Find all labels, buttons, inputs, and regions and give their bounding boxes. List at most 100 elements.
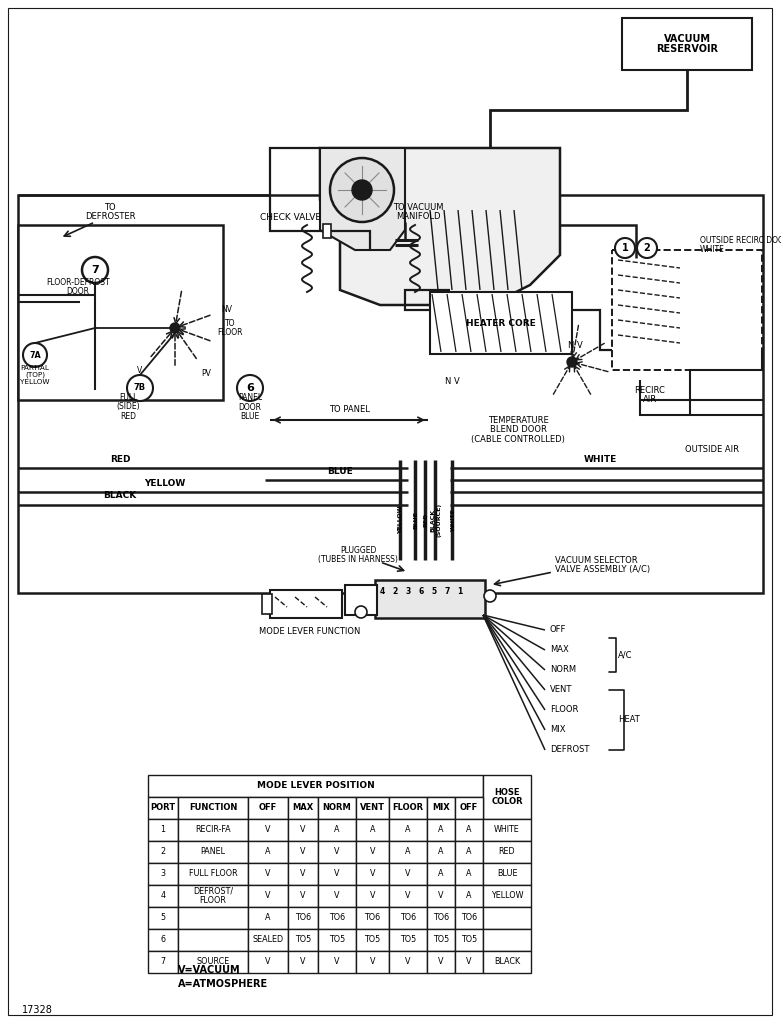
Text: A: A bbox=[466, 847, 472, 856]
Text: FLOOR-DEFROST
DOOR: FLOOR-DEFROST DOOR bbox=[46, 277, 110, 297]
Bar bbox=[18, 195, 763, 593]
Text: MIX: MIX bbox=[432, 803, 450, 812]
Bar bbox=[318, 951, 356, 973]
Text: VENT: VENT bbox=[550, 685, 572, 695]
Bar bbox=[389, 863, 427, 885]
Bar bbox=[389, 951, 427, 973]
Circle shape bbox=[237, 375, 263, 401]
Text: N V: N V bbox=[444, 377, 459, 387]
Text: TO5: TO5 bbox=[365, 935, 380, 944]
Text: YELLOW: YELLOW bbox=[398, 505, 404, 534]
Text: BLACK: BLACK bbox=[494, 958, 520, 967]
Bar bbox=[318, 929, 356, 951]
Text: RECIR-FA: RECIR-FA bbox=[195, 826, 231, 835]
Text: A: A bbox=[405, 826, 411, 835]
Text: 7: 7 bbox=[91, 265, 99, 275]
Bar bbox=[375, 580, 485, 618]
Text: NV: NV bbox=[221, 305, 232, 314]
Text: HOSE
COLOR: HOSE COLOR bbox=[491, 788, 522, 806]
Bar bbox=[356, 907, 389, 929]
Text: TO VACUUM
MANIFOLD: TO VACUUM MANIFOLD bbox=[393, 203, 444, 221]
Text: N V: N V bbox=[568, 341, 583, 350]
Text: 6: 6 bbox=[419, 587, 423, 596]
Text: A: A bbox=[438, 847, 444, 856]
Circle shape bbox=[484, 590, 496, 602]
Text: A/C: A/C bbox=[618, 651, 633, 660]
Text: 1: 1 bbox=[161, 826, 166, 835]
Text: WHITE: WHITE bbox=[451, 508, 455, 531]
Text: 3: 3 bbox=[161, 870, 166, 879]
Text: PLUGGED
(TUBES IN HARNESS): PLUGGED (TUBES IN HARNESS) bbox=[318, 545, 398, 565]
Text: BLACK: BLACK bbox=[103, 491, 137, 500]
Text: FULL
(SIDE)
RED: FULL (SIDE) RED bbox=[116, 393, 140, 421]
Bar bbox=[178, 819, 248, 841]
Text: PARTIAL
(TOP)
YELLOW: PARTIAL (TOP) YELLOW bbox=[20, 365, 50, 385]
Bar bbox=[148, 841, 178, 863]
Text: 3: 3 bbox=[405, 587, 411, 596]
Text: A: A bbox=[438, 870, 444, 879]
Text: PANEL
DOOR
BLUE: PANEL DOOR BLUE bbox=[238, 393, 262, 421]
Bar bbox=[427, 929, 455, 951]
Text: VACUUM
RESERVOIR: VACUUM RESERVOIR bbox=[656, 34, 718, 54]
Bar bbox=[248, 929, 288, 951]
Bar bbox=[248, 907, 288, 929]
Text: HEATER CORE: HEATER CORE bbox=[466, 318, 536, 327]
Bar bbox=[389, 885, 427, 907]
Text: OUTSIDE RECIRC DOOR
WHITE: OUTSIDE RECIRC DOOR WHITE bbox=[700, 235, 781, 255]
Text: A: A bbox=[466, 826, 472, 835]
Bar bbox=[248, 841, 288, 863]
Text: DEFROST: DEFROST bbox=[550, 746, 590, 755]
Bar bbox=[288, 929, 318, 951]
Bar bbox=[248, 885, 288, 907]
Text: A: A bbox=[334, 826, 340, 835]
Text: 5: 5 bbox=[160, 914, 166, 923]
Text: TO6: TO6 bbox=[461, 914, 477, 923]
Text: TO6: TO6 bbox=[400, 914, 416, 923]
Text: NORM: NORM bbox=[550, 666, 576, 674]
Text: NORM: NORM bbox=[323, 803, 351, 812]
Text: MODE LEVER FUNCTION: MODE LEVER FUNCTION bbox=[259, 627, 361, 636]
Bar bbox=[323, 224, 331, 238]
Text: 2: 2 bbox=[160, 847, 166, 856]
Text: 2: 2 bbox=[644, 243, 651, 253]
Bar bbox=[148, 775, 483, 797]
Bar bbox=[178, 885, 248, 907]
Text: V: V bbox=[266, 870, 271, 879]
Bar bbox=[318, 797, 356, 819]
Text: TO
DEFROSTER: TO DEFROSTER bbox=[85, 203, 135, 221]
Bar bbox=[318, 885, 356, 907]
Text: BLACK
(SOURCE): BLACK (SOURCE) bbox=[430, 503, 441, 537]
Text: FUNCTION: FUNCTION bbox=[189, 803, 237, 812]
Bar bbox=[483, 775, 531, 819]
Text: TO5: TO5 bbox=[433, 935, 449, 944]
Bar bbox=[389, 797, 427, 819]
Text: HEAT: HEAT bbox=[618, 715, 640, 724]
Bar bbox=[318, 907, 356, 929]
Text: 6: 6 bbox=[161, 935, 166, 944]
Text: V: V bbox=[369, 870, 375, 879]
Bar bbox=[483, 929, 531, 951]
Text: 4: 4 bbox=[380, 587, 384, 596]
Bar bbox=[270, 590, 342, 618]
Text: 6: 6 bbox=[246, 383, 254, 393]
Text: RED: RED bbox=[499, 847, 515, 856]
Bar bbox=[178, 841, 248, 863]
Bar bbox=[612, 250, 762, 370]
Text: TO6: TO6 bbox=[365, 914, 380, 923]
Text: TO6: TO6 bbox=[295, 914, 311, 923]
Text: A: A bbox=[466, 891, 472, 900]
Bar bbox=[148, 929, 178, 951]
Text: V: V bbox=[300, 847, 305, 856]
Text: V: V bbox=[405, 891, 411, 900]
Text: TO6: TO6 bbox=[329, 914, 345, 923]
Bar bbox=[427, 841, 455, 863]
Text: TO5: TO5 bbox=[329, 935, 345, 944]
Text: TO PANEL: TO PANEL bbox=[329, 405, 369, 414]
Text: 1: 1 bbox=[458, 587, 462, 596]
Bar bbox=[622, 18, 752, 70]
Text: V: V bbox=[300, 891, 305, 900]
Bar bbox=[148, 951, 178, 973]
Text: A: A bbox=[405, 847, 411, 856]
Text: OUTSIDE AIR: OUTSIDE AIR bbox=[685, 445, 739, 454]
Text: TO5: TO5 bbox=[400, 935, 416, 944]
